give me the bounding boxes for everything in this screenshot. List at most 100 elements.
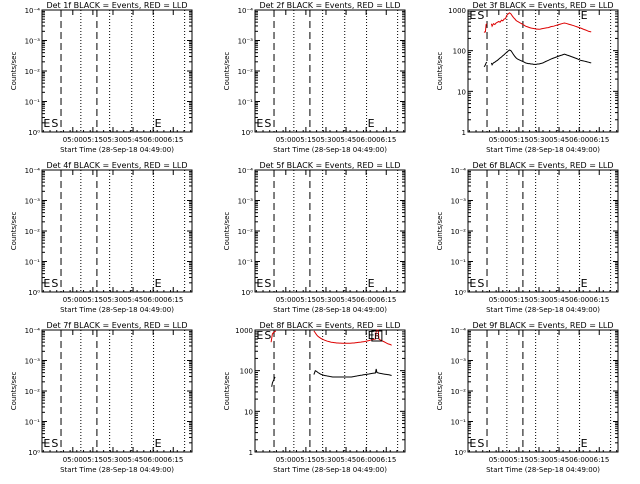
y-tick-label: 10⁻⁴ bbox=[451, 327, 467, 335]
y-axis-label: Counts/sec bbox=[223, 372, 231, 411]
marker-label-e: E bbox=[256, 277, 263, 290]
plot-frame bbox=[41, 329, 193, 453]
x-tick-label: 05:45 bbox=[549, 136, 569, 144]
panel-title: Det 6f BLACK = Events, RED = LLD bbox=[472, 161, 613, 170]
y-tick-label: 10⁰ bbox=[454, 449, 466, 457]
marker-label-e2: E bbox=[155, 437, 162, 450]
plot-frame bbox=[467, 169, 619, 293]
x-tick-label: 05:15 bbox=[509, 296, 529, 304]
y-tick-label: 10⁻¹ bbox=[238, 99, 254, 107]
marker-label-s: S bbox=[477, 277, 484, 290]
detector-panel-4: Det 4f BLACK = Events, RED = LLD 10⁰ 10⁻¹ 1… bbox=[10, 161, 193, 314]
y-tick-label: 10⁻¹ bbox=[25, 259, 41, 267]
x-tick-label: 06:00 bbox=[569, 136, 589, 144]
y-tick-label: 10⁰ bbox=[241, 129, 253, 137]
y-tick-label: 10⁻³ bbox=[238, 198, 254, 206]
detector-panel-2: Det 2f BLACK = Events, RED = LLD 10⁰ 10⁻¹ 1… bbox=[223, 1, 406, 154]
y-tick-label: 10⁻¹ bbox=[25, 419, 41, 427]
y-axis-label: Counts/sec bbox=[436, 372, 444, 411]
y-axis-label: Counts/sec bbox=[436, 52, 444, 91]
x-tick-label: 06:00 bbox=[356, 456, 376, 464]
panel-title: Det 7f BLACK = Events, RED = LLD bbox=[46, 321, 187, 330]
x-tick-label: 05:00 bbox=[276, 136, 296, 144]
x-tick-label: 05:45 bbox=[549, 296, 569, 304]
y-tick-label: 10⁰ bbox=[454, 289, 466, 297]
marker-label-e2: E bbox=[581, 437, 588, 450]
x-tick-label: 05:00 bbox=[63, 296, 83, 304]
x-tick-label: 05:45 bbox=[123, 136, 143, 144]
x-tick-label: 05:00 bbox=[489, 136, 509, 144]
y-tick-label: 10⁻³ bbox=[451, 358, 467, 366]
y-axis-label: Counts/sec bbox=[223, 212, 231, 251]
panel-title: Det 8f BLACK = Events, RED = LLD bbox=[259, 321, 400, 330]
marker-label-e2: E bbox=[368, 329, 375, 342]
x-tick-label: 05:00 bbox=[276, 456, 296, 464]
y-tick-label: 10⁻² bbox=[25, 228, 41, 236]
x-tick-label: 05:30 bbox=[316, 296, 336, 304]
x-tick-label: 06:15 bbox=[589, 296, 609, 304]
y-axis-label: Counts/sec bbox=[10, 372, 18, 411]
y-tick-label: 10⁻⁴ bbox=[25, 167, 41, 175]
y-tick-label: 10⁻² bbox=[238, 228, 254, 236]
marker-label-e2: E bbox=[155, 117, 162, 130]
marker-label-s: S bbox=[51, 437, 58, 450]
marker-label-e2: E bbox=[155, 277, 162, 290]
x-tick-label: 05:30 bbox=[529, 296, 549, 304]
series-line-lld bbox=[313, 329, 392, 346]
x-tick-label: 06:00 bbox=[569, 456, 589, 464]
x-axis-label: Start Time (28-Sep-18 04:49:00) bbox=[273, 146, 387, 154]
panel-title: Det 9f BLACK = Events, RED = LLD bbox=[472, 321, 613, 330]
x-tick-label: 05:30 bbox=[103, 456, 123, 464]
x-tick-label: 05:45 bbox=[336, 136, 356, 144]
y-tick-label: 10⁻⁴ bbox=[25, 7, 41, 15]
x-tick-label: 05:30 bbox=[103, 296, 123, 304]
x-axis-label: Start Time (28-Sep-18 04:49:00) bbox=[486, 146, 600, 154]
y-tick-label: 10⁻⁴ bbox=[25, 327, 41, 335]
x-tick-label: 05:00 bbox=[63, 456, 83, 464]
x-tick-label: 06:15 bbox=[589, 456, 609, 464]
marker-label-s: S bbox=[51, 117, 58, 130]
marker-label-s: S bbox=[264, 117, 271, 130]
marker-label-e: E bbox=[256, 329, 263, 342]
marker-label-e: E bbox=[43, 437, 50, 450]
y-tick-label: 1 bbox=[249, 449, 253, 457]
x-axis-label: Start Time (28-Sep-18 04:49:00) bbox=[60, 466, 174, 474]
x-tick-label: 06:00 bbox=[356, 296, 376, 304]
marker-label-e: E bbox=[469, 9, 476, 22]
x-tick-label: 05:45 bbox=[336, 296, 356, 304]
y-tick-label: 10 bbox=[457, 88, 466, 96]
y-tick-label: 10⁰ bbox=[241, 289, 253, 297]
y-tick-label: 10⁻⁴ bbox=[238, 7, 254, 15]
plot-frame bbox=[254, 169, 406, 293]
x-tick-label: 05:45 bbox=[123, 456, 143, 464]
y-tick-label: 100 bbox=[453, 48, 466, 56]
plot-frame bbox=[41, 9, 193, 133]
y-tick-label: 10⁰ bbox=[28, 449, 40, 457]
y-tick-label: 10⁻⁴ bbox=[451, 167, 467, 175]
y-tick-label: 100 bbox=[240, 368, 253, 376]
marker-label-s: S bbox=[477, 437, 484, 450]
detector-panel-1: Det 1f BLACK = Events, RED = LLD 10⁰ 10⁻¹ 1… bbox=[10, 1, 193, 154]
panel-title: Det 3f BLACK = Events, RED = LLD bbox=[472, 1, 613, 10]
x-tick-label: 05:15 bbox=[296, 136, 316, 144]
marker-label-e: E bbox=[256, 117, 263, 130]
series-line-events bbox=[271, 376, 276, 387]
x-tick-label: 05:15 bbox=[296, 456, 316, 464]
y-tick-label: 10⁻² bbox=[451, 228, 467, 236]
x-tick-label: 06:00 bbox=[143, 456, 163, 464]
x-axis-label: Start Time (28-Sep-18 04:49:00) bbox=[60, 306, 174, 314]
series-line-events bbox=[313, 368, 392, 378]
y-tick-label: 10⁻² bbox=[451, 388, 467, 396]
detector-panel-6: Det 6f BLACK = Events, RED = LLD 10⁰ 10⁻¹ 1… bbox=[436, 161, 619, 314]
x-tick-label: 05:15 bbox=[296, 296, 316, 304]
y-tick-label: 10⁻² bbox=[25, 68, 41, 76]
x-tick-label: 05:45 bbox=[123, 296, 143, 304]
panel-title: Det 2f BLACK = Events, RED = LLD bbox=[259, 1, 400, 10]
x-tick-label: 05:30 bbox=[316, 136, 336, 144]
marker-label-e2: E bbox=[581, 277, 588, 290]
y-tick-label: 10⁰ bbox=[28, 129, 40, 137]
y-tick-label: 10⁰ bbox=[28, 289, 40, 297]
series-line-lld bbox=[270, 330, 277, 343]
plot-frame bbox=[41, 169, 193, 293]
